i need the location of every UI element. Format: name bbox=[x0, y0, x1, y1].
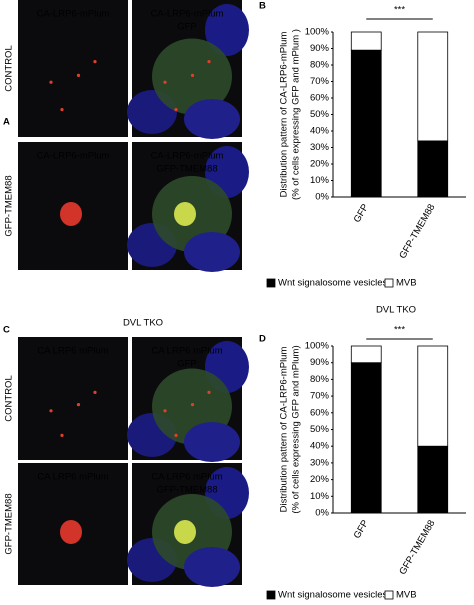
chart-title: DVL TKO bbox=[376, 305, 416, 316]
x-tick-label: GFP-TMEM88 bbox=[397, 518, 437, 577]
image-label: CA-LRP6-mPlum bbox=[151, 9, 224, 20]
y-tick-label: 60% bbox=[310, 407, 330, 418]
bar-segment bbox=[350, 362, 382, 514]
row-label: GFP-TMEM88 bbox=[4, 175, 15, 236]
y-tick-label: 10% bbox=[310, 175, 330, 186]
image-label: CA LRP6 mPlum bbox=[37, 346, 108, 357]
legend-swatch bbox=[266, 278, 276, 288]
signal bbox=[163, 409, 167, 413]
y-tick-label: 10% bbox=[310, 491, 330, 502]
bar-segment bbox=[417, 140, 449, 198]
signal bbox=[76, 73, 81, 77]
y-axis-label: Distribution pattern of CA-LRP6-mPlum bbox=[279, 347, 290, 513]
signal bbox=[49, 409, 53, 413]
image-label: CA LRP6 mPlum bbox=[151, 346, 222, 357]
signal bbox=[49, 80, 53, 84]
signal bbox=[174, 108, 178, 112]
legend-swatch bbox=[384, 278, 394, 288]
row-label: CONTROL bbox=[4, 45, 15, 91]
legend-label: Wnt signalosome vesicles bbox=[278, 590, 388, 601]
signal bbox=[174, 520, 196, 544]
image-label: CA LRP6 mPlum bbox=[151, 472, 222, 483]
nucleus bbox=[184, 547, 240, 587]
y-tick-label: 60% bbox=[310, 93, 330, 104]
significance: *** bbox=[394, 325, 405, 336]
micrograph bbox=[18, 0, 128, 137]
image-label: GFP-TMEM88 bbox=[156, 164, 217, 175]
signal bbox=[190, 403, 195, 407]
bar-segment bbox=[350, 31, 382, 51]
signal bbox=[60, 108, 64, 112]
nucleus bbox=[184, 232, 240, 272]
y-tick-label: 80% bbox=[310, 60, 330, 71]
bar-segment bbox=[350, 345, 382, 364]
y-tick-label: 40% bbox=[310, 126, 330, 137]
panel-letter: B bbox=[259, 1, 266, 12]
image-label: CA-LRP6-mPlum bbox=[151, 151, 224, 162]
signal bbox=[190, 73, 195, 77]
y-tick-label: 20% bbox=[310, 159, 330, 170]
y-tick-label: 30% bbox=[310, 142, 330, 153]
signal bbox=[60, 520, 82, 544]
significance: *** bbox=[394, 5, 405, 16]
image-label: GFP-TMEM88 bbox=[156, 485, 217, 496]
x-tick-label: GFP-TMEM88 bbox=[397, 202, 437, 261]
image-label: CA-LRP6-mPlum bbox=[37, 9, 110, 20]
signal bbox=[174, 202, 196, 226]
signal bbox=[60, 202, 82, 226]
panel-letter: A bbox=[3, 117, 10, 128]
panel-letter: D bbox=[259, 334, 266, 345]
bar-segment bbox=[417, 445, 449, 514]
signal bbox=[93, 390, 97, 394]
row-label: CONTROL bbox=[4, 375, 15, 421]
signal bbox=[163, 80, 167, 84]
y-tick-label: 70% bbox=[310, 76, 330, 87]
image-label: GFP bbox=[177, 359, 197, 370]
panel-title: DVL TKO bbox=[123, 318, 163, 329]
legend-swatch bbox=[384, 590, 394, 600]
y-tick-label: 0% bbox=[315, 192, 329, 203]
image-label: GFP bbox=[177, 22, 197, 33]
image-label: CA-LRP6-mPlum bbox=[37, 151, 110, 162]
legend-label: MVB bbox=[396, 278, 417, 289]
y-axis-label: (% of cells expressing GFP and mPlum ) bbox=[291, 29, 302, 200]
signal bbox=[207, 60, 211, 64]
legend-label: Wnt signalosome vesicles bbox=[278, 278, 388, 289]
legend-label: MVB bbox=[396, 590, 417, 601]
y-tick-label: 50% bbox=[310, 109, 330, 120]
bar-segment bbox=[350, 49, 382, 198]
x-tick-label: GFP bbox=[352, 202, 371, 224]
y-tick-label: 90% bbox=[310, 357, 330, 368]
signal bbox=[76, 403, 81, 407]
bar-segment bbox=[417, 31, 449, 142]
y-tick-label: 30% bbox=[310, 457, 330, 468]
panel-letter: C bbox=[3, 325, 10, 336]
image-label: CA LRP6 mPlum bbox=[37, 472, 108, 483]
micrograph bbox=[18, 337, 128, 460]
x-tick-label: GFP bbox=[352, 518, 371, 540]
nucleus bbox=[184, 99, 240, 139]
bar-segment bbox=[417, 345, 449, 447]
legend-swatch bbox=[266, 590, 276, 600]
y-axis-label: Distribution pattern of CA-LRP6-mPlum bbox=[279, 32, 290, 198]
y-tick-label: 40% bbox=[310, 441, 330, 452]
y-tick-label: 0% bbox=[315, 508, 329, 519]
y-tick-label: 80% bbox=[310, 374, 330, 385]
nucleus bbox=[184, 422, 240, 462]
nucleus bbox=[205, 4, 249, 56]
row-label: GFP-TMEM88 bbox=[4, 493, 15, 554]
signal bbox=[93, 60, 97, 64]
signal bbox=[207, 390, 211, 394]
y-tick-label: 100% bbox=[305, 27, 330, 38]
y-tick-label: 90% bbox=[310, 43, 330, 54]
signal bbox=[174, 433, 178, 437]
y-tick-label: 100% bbox=[305, 341, 330, 352]
signal bbox=[60, 433, 64, 437]
y-tick-label: 70% bbox=[310, 391, 330, 402]
y-axis-label: (% of cells expressing GFP and mPlum) bbox=[291, 345, 302, 513]
y-tick-label: 20% bbox=[310, 474, 330, 485]
y-tick-label: 50% bbox=[310, 424, 330, 435]
